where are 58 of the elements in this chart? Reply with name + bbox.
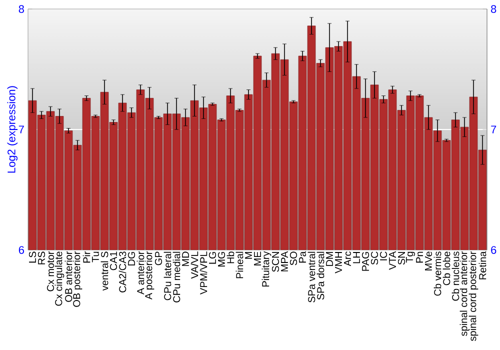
x-tick-label: OB anterior (64, 251, 72, 302)
x-tick-label: Cx motor (46, 251, 54, 292)
x-tick-label: LH (353, 252, 360, 264)
x-tick-label: SCN (272, 252, 280, 272)
x-tick-label: PAG (362, 252, 370, 271)
x-tick-label: Tg (406, 252, 415, 263)
y-tick-label: 6 (18, 246, 24, 254)
x-tick-label: CA1 (110, 252, 118, 270)
x-tick-label: Cb vermis (434, 252, 442, 296)
y-tick-label: 8 (18, 5, 24, 13)
x-tick-label: spinal cord anterior (460, 251, 470, 336)
x-tick-label: LG (208, 252, 216, 264)
x-tick-label: Pa (299, 251, 306, 263)
x-tick-label: VTA (389, 251, 396, 270)
y2-tick-label: 7 (491, 126, 496, 134)
x-tick-label: Hb (226, 252, 234, 264)
x-tick-label: VA/VL (190, 252, 198, 279)
x-tick-label: Pir (82, 251, 90, 263)
x-tick-label: OB posterior (72, 251, 82, 307)
x-tick-label: IC (380, 252, 388, 260)
x-tick-label: Cb nucleus (452, 252, 460, 301)
x-tick-label: DG (128, 252, 136, 266)
x-tick-label: ventral S (100, 252, 108, 291)
x-tick-label: SN (398, 252, 406, 265)
x-tick-label: CPu medial (172, 252, 180, 302)
x-tick-label: RS (38, 252, 46, 264)
x-tick-label: GP (154, 252, 162, 266)
x-tick-label: DM (326, 252, 333, 266)
x-tick-label: M (245, 252, 252, 259)
x-tick-label: A anterior (136, 251, 144, 295)
x-tick-label: CPu lateral (164, 252, 172, 300)
x-tick-label: A posterior (144, 251, 154, 300)
x-tick-label: LS (28, 252, 36, 263)
x-tick-label: Pn (416, 252, 423, 263)
x-tick-label: Cb lobe (442, 252, 450, 286)
x-tick-label: SO (290, 252, 298, 266)
y2-tick-label: 6 (491, 246, 496, 254)
x-tick-label: MVe (425, 252, 432, 270)
x-tick-label: spinal cord posterior (468, 251, 478, 341)
y-tick-label: 7 (18, 126, 24, 134)
x-tick-label: CA2/CA3 (118, 252, 126, 292)
x-tick-label: VMH (335, 252, 342, 274)
y2-tick-label: 8 (491, 5, 496, 13)
x-tick-label: SC (370, 252, 378, 265)
y-axis-title: Log2 (expression) (7, 86, 18, 173)
x-tick-label: Tu (92, 252, 99, 262)
x-tick-label: Arc (344, 251, 351, 266)
x-tick-label: ME (254, 252, 261, 266)
x-tick-label: Cx cingulate (54, 252, 64, 306)
x-tick-label: SPa ventral (308, 252, 316, 302)
x-tick-label: MPA (281, 251, 288, 272)
x-tick-label: MG (218, 252, 226, 266)
x-tick-label: MD (182, 252, 189, 266)
x-tick-label: Pituitary (262, 251, 272, 286)
x-tick-label: VPM/VPL (200, 252, 208, 294)
x-tick-label: SPa dorsal (316, 252, 324, 300)
x-tick-label: Retina (478, 251, 486, 280)
x-tick-label: Pineal (236, 252, 244, 278)
